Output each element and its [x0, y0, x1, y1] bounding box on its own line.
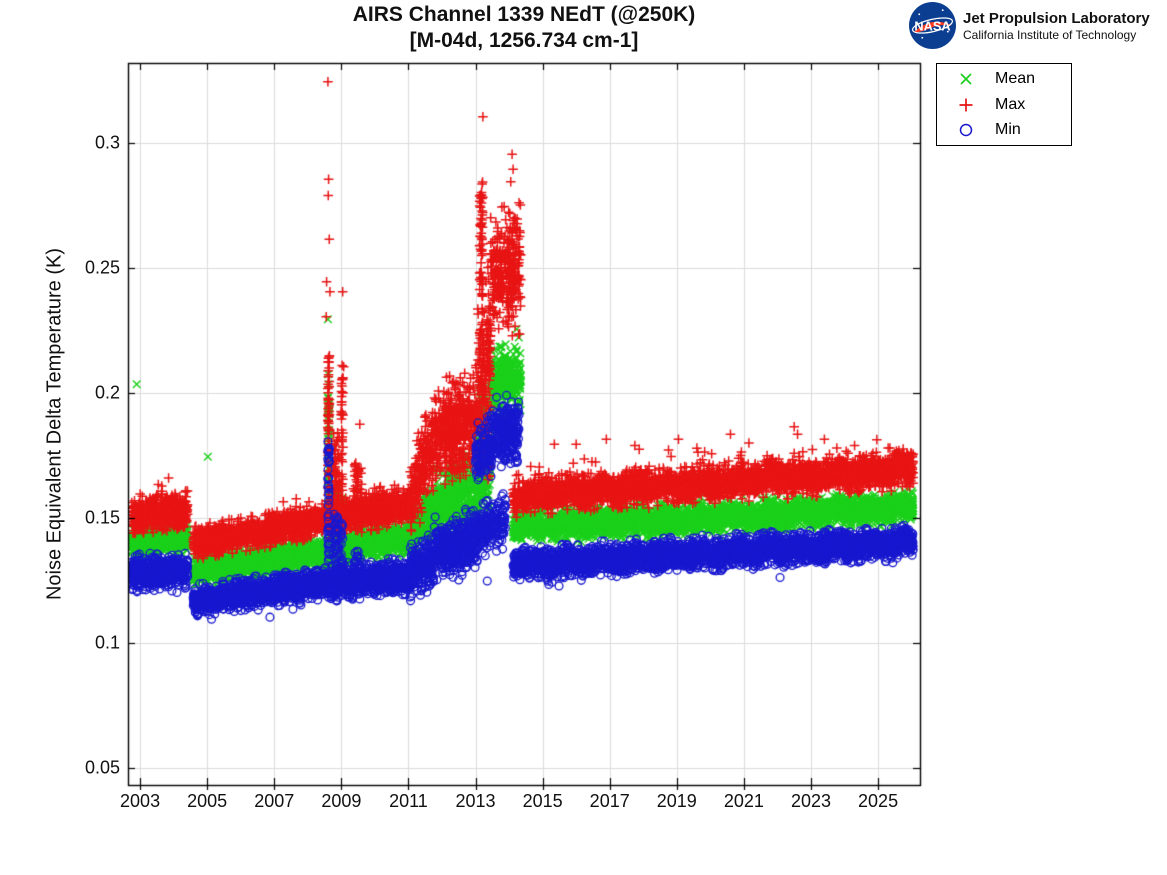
x-tick-label: 2009 — [321, 791, 362, 811]
legend-label-min: Min — [995, 121, 1021, 139]
min-marker-icon — [937, 122, 995, 138]
y-tick-label: 0.1 — [94, 632, 120, 653]
x-tick-label: 2015 — [522, 791, 563, 811]
y-tick-label: 0.15 — [84, 507, 120, 528]
org-name: Jet Propulsion Laboratory — [963, 9, 1150, 27]
legend-item-mean: Mean — [937, 66, 1071, 92]
legend-label-mean: Mean — [995, 69, 1036, 87]
x-tick-label: 2013 — [455, 791, 496, 811]
y-tick-label: 0.25 — [84, 257, 120, 278]
nasa-swoosh-icon — [913, 21, 952, 33]
x-tick-label: 2005 — [187, 791, 228, 811]
title-block: AIRS Channel 1339 NEdT (@250K) [M-04d, 1… — [128, 2, 920, 55]
legend-item-min: Min — [937, 117, 1071, 143]
org-sub: California Institute of Technology — [963, 27, 1137, 42]
legend-label-max: Max — [995, 95, 1026, 113]
x-tick-label: 2023 — [790, 791, 831, 811]
legend: Mean Max Min — [936, 63, 1072, 146]
y-axis-label: Noise Equivalent Delta Temperature (K) — [43, 247, 66, 601]
x-tick-label: 2025 — [858, 791, 899, 811]
y-tick-label: 0.3 — [94, 132, 120, 153]
jpl-header: NASA Jet Propulsion Laboratory Californi… — [909, 2, 1150, 49]
y-tick-label: 0.2 — [94, 382, 120, 403]
chart-title: AIRS Channel 1339 NEdT (@250K) — [352, 3, 696, 26]
x-tick-label: 2011 — [389, 791, 428, 811]
jpl-text-block: Jet Propulsion Laboratory California Ins… — [963, 10, 1150, 42]
x-tick-label: 2007 — [254, 791, 295, 811]
x-tick-label: 2003 — [120, 791, 161, 811]
chart-subtitle: [M-04d, 1256.734 cm-1] — [409, 29, 639, 53]
max-marker-icon — [937, 97, 995, 113]
mean-marker-icon — [937, 71, 995, 87]
x-tick-label: 2021 — [723, 791, 764, 811]
nasa-meatball-icon: NASA — [909, 2, 956, 49]
x-tick-label: 2017 — [589, 791, 630, 811]
y-tick-label: 0.05 — [84, 757, 120, 778]
legend-item-max: Max — [937, 92, 1071, 118]
x-tick-label: 2019 — [656, 791, 697, 811]
